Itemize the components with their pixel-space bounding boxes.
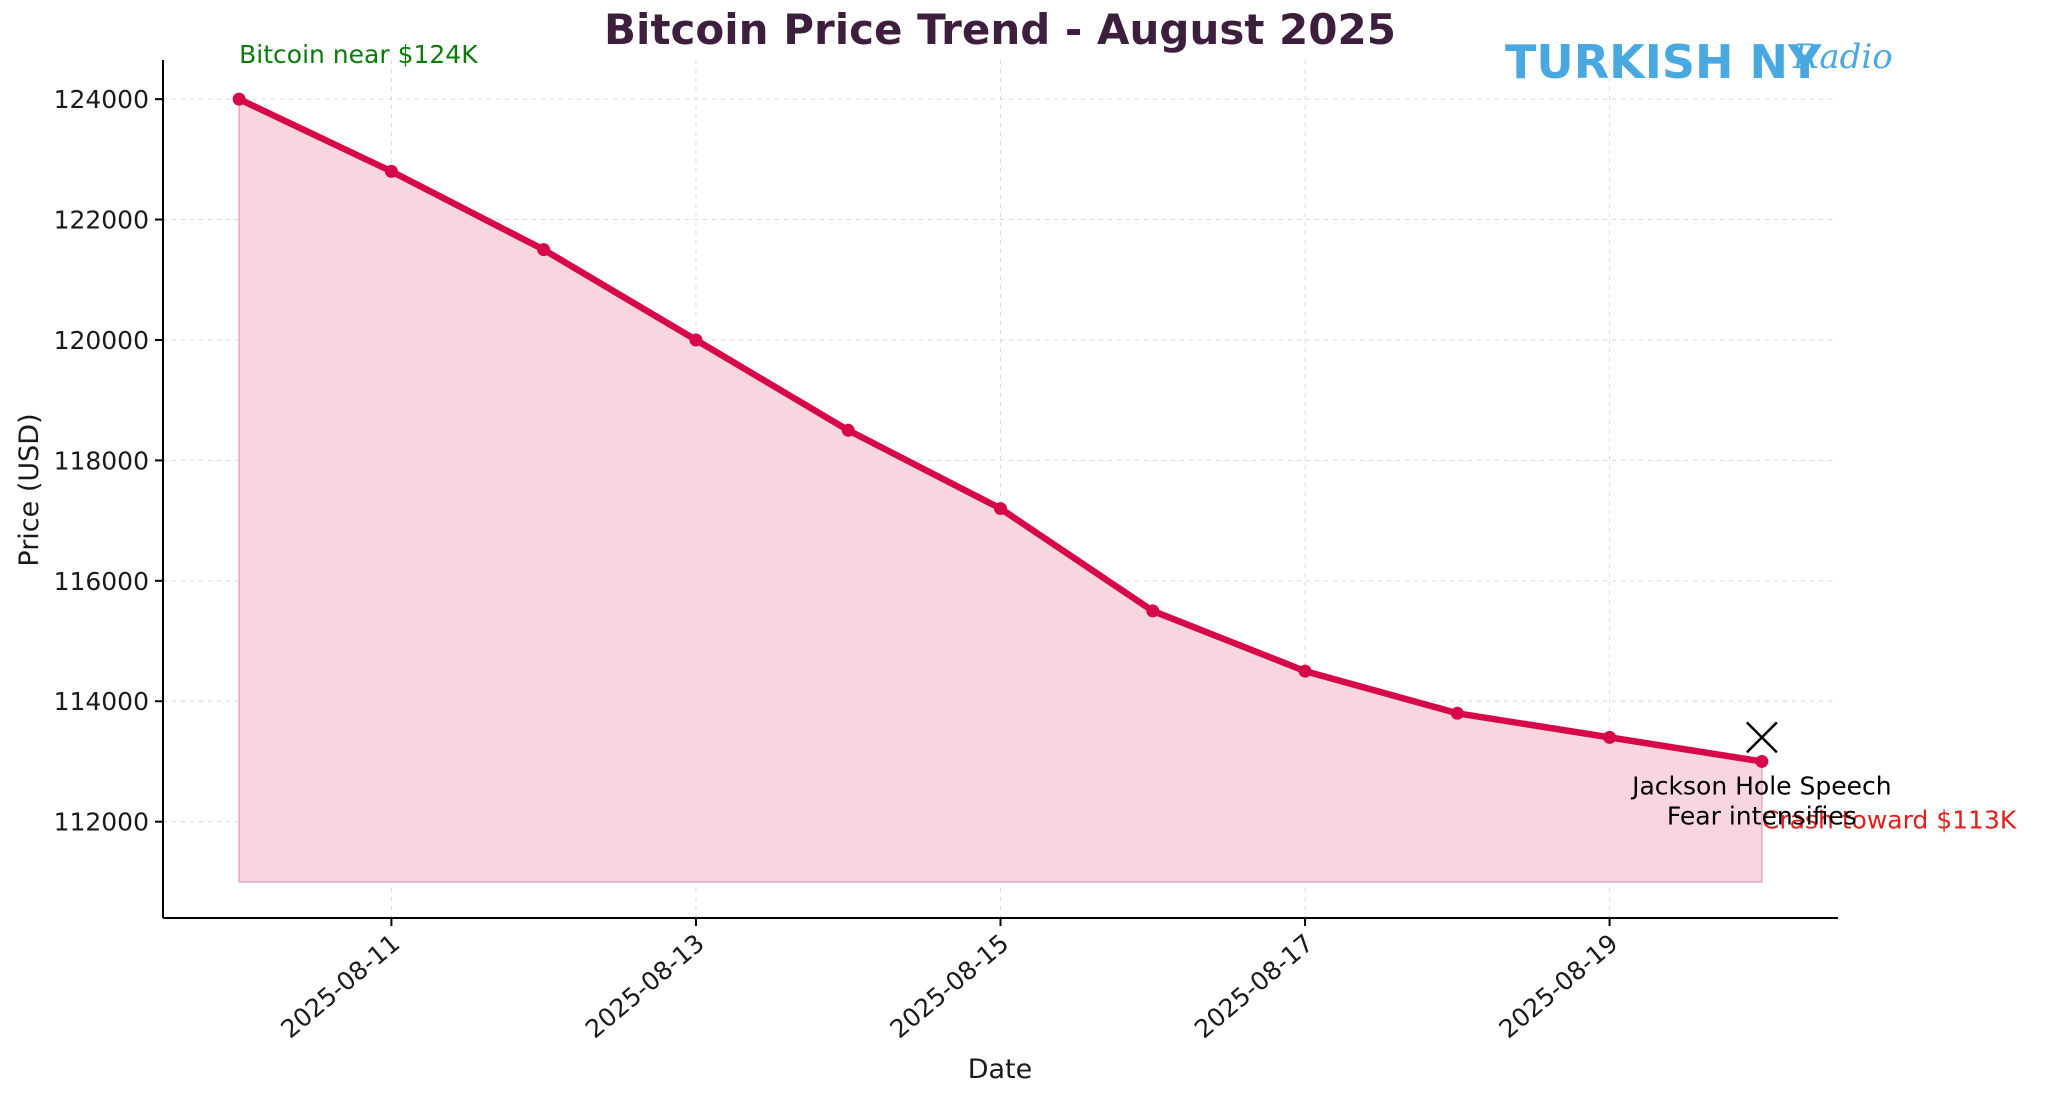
y-tick-label: 116000 <box>54 567 149 596</box>
data-point-2025-08-12 <box>537 243 551 257</box>
annotations: Bitcoin near $124K Crash toward $113K Jack… <box>239 40 2017 834</box>
data-point-2025-08-16 <box>1146 604 1160 618</box>
data-point-2025-08-13 <box>689 333 703 347</box>
data-point-2025-08-19 <box>1603 730 1617 744</box>
y-tick-label: 114000 <box>54 687 149 716</box>
data-point-2025-08-20 <box>1755 754 1769 768</box>
data-points-layer <box>232 92 1769 768</box>
data-point-2025-08-11 <box>384 164 398 178</box>
x-axis-label: Date <box>968 1054 1033 1085</box>
x-tick-label: 2025-08-15 <box>884 928 1014 1044</box>
x-tick-label: 2025-08-11 <box>275 928 405 1044</box>
y-tick-label: 124000 <box>54 85 149 114</box>
y-tick-label: 120000 <box>54 326 149 355</box>
event-annotation-line: Jackson Hole Speech <box>1630 771 1892 800</box>
x-tick-label: 2025-08-17 <box>1189 928 1319 1044</box>
brand-logo: TURKISH NY Radio <box>1505 35 1893 89</box>
annotation-start: Bitcoin near $124K <box>239 40 478 69</box>
x-ticks: 2025-08-11 2025-08-13 2025-08-15 2025-08-17… <box>275 918 1623 1044</box>
data-point-2025-08-18 <box>1450 706 1464 720</box>
y-ticks: 112000 114000 116000 118000 120000 122000 1240… <box>54 85 163 837</box>
x-tick-label: 2025-08-13 <box>580 928 710 1044</box>
data-point-2025-08-15 <box>994 502 1007 516</box>
data-point-2025-08-14 <box>841 423 855 437</box>
y-tick-label: 112000 <box>54 808 149 837</box>
brand-name: TURKISH NY <box>1505 35 1822 89</box>
event-annotation-line: Fear intensifies <box>1667 801 1857 830</box>
event-marker-stroke <box>1745 721 1778 754</box>
y-tick-label: 122000 <box>54 206 149 235</box>
chart-title: Bitcoin Price Trend - August 2025 <box>604 5 1396 54</box>
x-tick-label: 2025-08-19 <box>1494 928 1624 1044</box>
data-point-2025-08-17 <box>1298 664 1312 678</box>
event-marker-x <box>1745 721 1778 754</box>
brand-script: Radio <box>1792 37 1893 77</box>
y-axis-label: Price (USD) <box>14 413 45 566</box>
annotation-end: Crash toward $113K <box>1762 805 2017 834</box>
data-point-2025-08-10 <box>232 92 246 106</box>
y-tick-label: 118000 <box>54 446 149 475</box>
